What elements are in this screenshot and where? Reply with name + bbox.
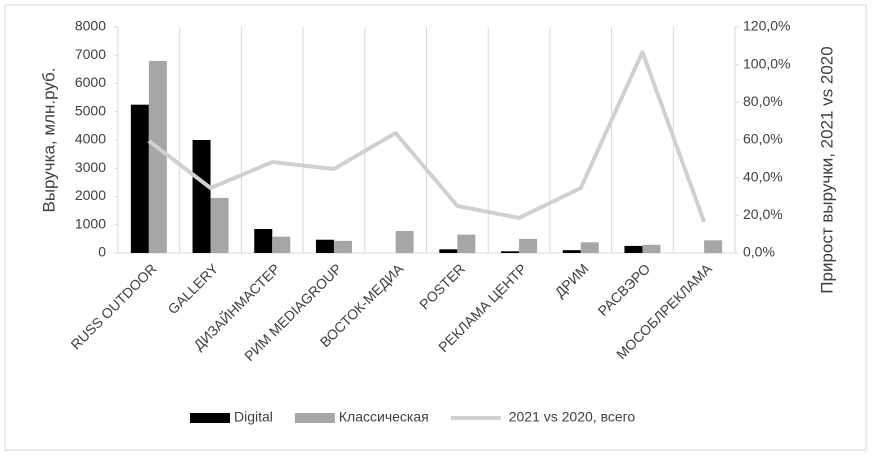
- y-tick-label: 6000: [75, 74, 106, 90]
- y-tick-label: 0: [98, 244, 106, 260]
- y-axis-title: Выручка, млн.руб.: [39, 67, 58, 212]
- legend-swatch: [294, 413, 335, 423]
- y-tick-label: 2000: [75, 187, 106, 203]
- line: [147, 50, 707, 223]
- bar: [395, 230, 414, 253]
- bar: [624, 245, 643, 253]
- legend-label: 2021 vs 2020, всего: [509, 409, 636, 425]
- bar: [704, 240, 723, 253]
- bar: [315, 239, 334, 253]
- y-tick-label: 4000: [75, 131, 106, 147]
- bar: [272, 236, 291, 253]
- y2-tick-label: 60,0%: [743, 131, 783, 147]
- y2-tick-label: 120,0%: [743, 18, 790, 34]
- bar: [457, 234, 476, 253]
- bar: [148, 60, 167, 254]
- legend-label: Классическая: [339, 409, 429, 425]
- y2-tick-label: 0,0%: [743, 244, 775, 260]
- y-tick-label: 8000: [75, 18, 106, 34]
- bar: [501, 251, 520, 253]
- y2-tick-label: 80,0%: [743, 93, 783, 109]
- y-tick-label: 5000: [75, 102, 106, 118]
- bar: [210, 197, 229, 253]
- y2-tick-label: 100,0%: [743, 55, 790, 71]
- y-tick-label: 3000: [75, 159, 106, 175]
- bar: [254, 228, 273, 253]
- legend-label: Digital: [234, 409, 273, 425]
- bar: [519, 238, 538, 253]
- bar: [642, 244, 661, 253]
- y2-tick-label: 40,0%: [743, 168, 783, 184]
- bar: [130, 104, 149, 253]
- bar: [562, 250, 581, 253]
- y2-axis-title: Прирост выручки, 2021 vs 2020: [817, 46, 836, 293]
- bar: [580, 242, 599, 253]
- bar: [333, 240, 352, 253]
- bar: [192, 140, 211, 253]
- y-tick-label: 7000: [75, 46, 106, 62]
- legend-swatch: [190, 413, 230, 423]
- y-tick-label: 1000: [75, 215, 106, 231]
- y2-tick-label: 20,0%: [743, 206, 783, 222]
- bar: [439, 249, 458, 253]
